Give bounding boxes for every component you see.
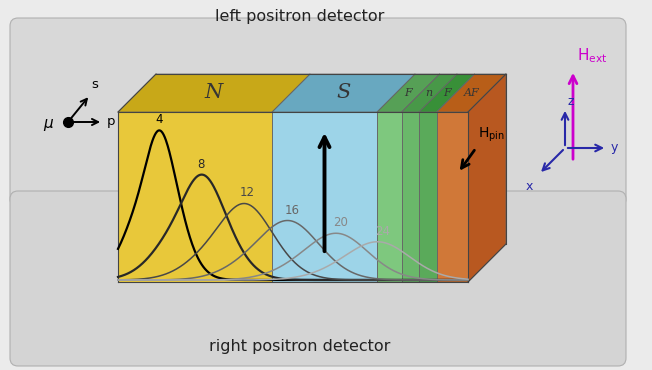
Text: AF: AF [464,88,479,98]
FancyBboxPatch shape [10,18,626,207]
Text: $\mu$: $\mu$ [43,117,54,133]
Polygon shape [118,112,272,282]
Text: F: F [443,88,451,98]
Polygon shape [436,112,468,282]
Text: 16: 16 [284,204,299,216]
Text: H$_{\mathsf{ext}}$: H$_{\mathsf{ext}}$ [577,46,608,65]
Text: 4: 4 [156,113,163,127]
Text: left positron detector: left positron detector [215,10,385,24]
Text: right positron detector: right positron detector [209,339,391,353]
Text: 12: 12 [240,186,255,199]
Polygon shape [377,74,439,112]
Text: H$_{\mathsf{pin}}$: H$_{\mathsf{pin}}$ [478,126,505,144]
Text: 20: 20 [333,216,348,229]
Text: p: p [107,115,115,128]
Polygon shape [402,74,457,112]
Polygon shape [468,74,506,282]
Text: y: y [611,141,618,155]
Text: s: s [91,78,98,91]
Text: N: N [205,84,223,102]
Text: z: z [568,95,574,108]
Text: F: F [404,88,412,98]
Text: S: S [336,84,351,102]
Text: x: x [526,180,533,193]
Polygon shape [377,112,402,282]
Polygon shape [118,74,310,112]
Text: 8: 8 [198,158,205,171]
Text: 24: 24 [376,225,391,238]
Polygon shape [272,74,415,112]
Polygon shape [272,112,377,282]
Polygon shape [419,112,436,282]
Polygon shape [436,74,506,112]
Polygon shape [402,112,419,282]
Polygon shape [419,74,475,112]
Text: n: n [426,88,433,98]
FancyBboxPatch shape [10,191,626,366]
